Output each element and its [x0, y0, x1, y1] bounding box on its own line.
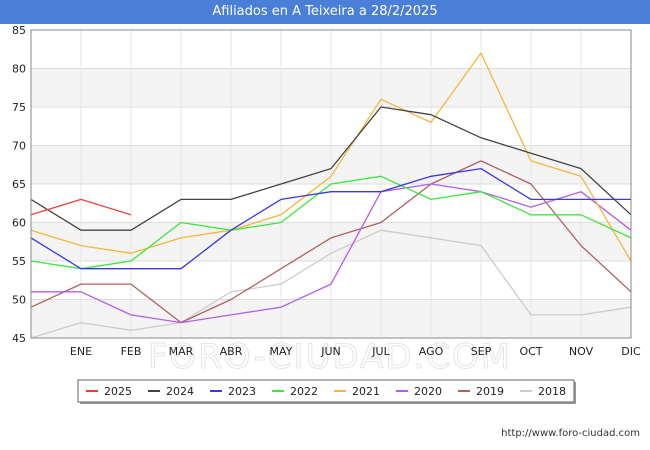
y-tick-label: 85: [12, 24, 26, 37]
series-line-2018: [30, 229, 632, 339]
legend-label: 2023: [228, 385, 256, 398]
x-tick-label: MAR: [169, 345, 194, 358]
watermark: FORO-CIUDAD.COM: [148, 337, 512, 377]
y-tick-label: 45: [12, 332, 26, 345]
legend-box: [77, 379, 575, 403]
plot-frame: [30, 29, 632, 339]
grid-lines: [31, 30, 631, 338]
x-tick-label: JUL: [371, 345, 390, 358]
x-tick-label: OCT: [519, 345, 542, 358]
x-tick-label: MAY: [270, 345, 293, 358]
series-line-2020: [31, 183, 632, 324]
x-tick-label: AGO: [419, 345, 444, 358]
series-line-2022: [30, 175, 632, 270]
legend-label: 2018: [538, 385, 566, 398]
y-tick-label: 55: [12, 255, 26, 268]
legend: 2025 2024 2023 2022 2021 2020 2019 2018: [77, 379, 576, 404]
y-tick-label: 50: [12, 294, 26, 307]
x-axis-ticks: ENE FEB MAR ABR MAY JUN JUL AGO SEP OCT NOV DIC: [70, 345, 641, 358]
legend-label: 2022: [290, 385, 318, 398]
y-tick-label: 75: [12, 101, 26, 114]
series-line-2025: [30, 198, 132, 216]
x-tick-label: SEP: [471, 345, 492, 358]
legend-label: 2024: [166, 385, 194, 398]
legend-label: 2020: [414, 385, 442, 398]
legend-label: 2021: [352, 385, 380, 398]
y-axis-ticks: 45 50 55 60 65 70 75 80 85: [12, 24, 26, 345]
series-line-2024: [30, 106, 632, 231]
series-line-2021: [30, 52, 632, 262]
source-url[interactable]: http://www.foro-ciudad.com: [501, 428, 640, 439]
y-tick-label: 70: [12, 140, 26, 153]
x-tick-label: DIC: [621, 345, 641, 358]
y-tick-label: 60: [12, 217, 26, 230]
x-tick-label: ENE: [70, 345, 92, 358]
y-tick-label: 65: [12, 178, 26, 191]
x-tick-label: ABR: [220, 345, 243, 358]
x-tick-label: FEB: [121, 345, 142, 358]
y-tick-label: 80: [12, 63, 26, 76]
legend-label: 2025: [104, 385, 132, 398]
x-tick-label: JUN: [320, 345, 341, 358]
chart-title: Afiliados en A Teixeira a 28/2/2025: [0, 0, 650, 24]
x-tick-label: NOV: [569, 345, 594, 358]
series-line-2019: [30, 160, 632, 324]
series-line-2023: [30, 167, 631, 270]
series-lines: [30, 52, 632, 339]
legend-label: 2019: [476, 385, 504, 398]
